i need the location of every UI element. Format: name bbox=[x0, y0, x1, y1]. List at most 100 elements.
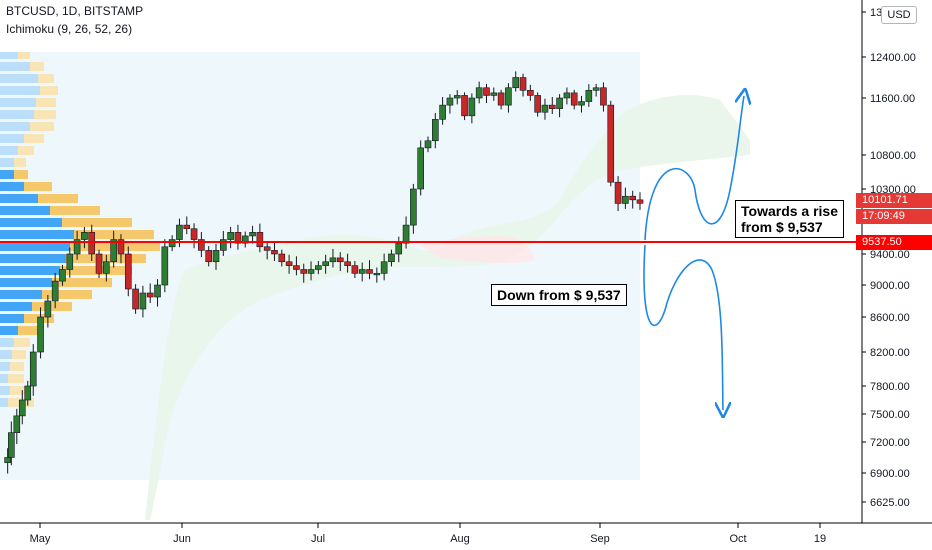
candle-body bbox=[622, 195, 629, 204]
volume-profile-up-bar bbox=[0, 242, 70, 251]
volume-profile-up-bar bbox=[0, 182, 24, 191]
candle-body bbox=[212, 250, 220, 263]
candle-body bbox=[73, 239, 81, 255]
volume-profile-up-bar bbox=[0, 122, 30, 131]
down-annotation: Down from $ 9,537 bbox=[491, 284, 627, 306]
volume-profile-down-bar bbox=[34, 110, 56, 119]
candle-body bbox=[483, 87, 490, 96]
volume-profile-up-bar bbox=[0, 254, 66, 263]
price-tick-label: 10800.00 bbox=[870, 150, 916, 162]
volume-profile-down-bar bbox=[32, 302, 72, 311]
volume-profile-up-bar bbox=[0, 374, 8, 383]
symbol-header: BTCUSD, 1D, BITSTAMP bbox=[6, 4, 144, 18]
candle-body bbox=[563, 92, 571, 99]
candle-body bbox=[139, 292, 147, 310]
volume-profile-up-bar bbox=[0, 98, 36, 107]
candle-body bbox=[505, 87, 512, 106]
current-price-tag: 10101.71 bbox=[856, 193, 932, 208]
candle-body bbox=[227, 232, 234, 240]
volume-profile-up-bar bbox=[0, 302, 32, 311]
time-tick-label: May bbox=[30, 533, 51, 545]
price-tick-label: 9000.00 bbox=[870, 280, 910, 292]
candle-body bbox=[548, 104, 556, 109]
time-tick-label: Sep bbox=[590, 533, 610, 545]
volume-profile-up-bar bbox=[0, 230, 74, 239]
price-tick-label: 8600.00 bbox=[870, 312, 910, 324]
candle-body bbox=[344, 261, 351, 266]
time-axis[interactable]: May Jun Jul Aug Sep Oct 19 bbox=[30, 523, 827, 545]
price-tick-label: 12400.00 bbox=[870, 52, 916, 64]
candle-body bbox=[607, 104, 615, 183]
rise-annotation: Towards a rise from $ 9,537 bbox=[735, 200, 845, 238]
candles bbox=[4, 71, 644, 474]
level-price-tag: 9537.50 bbox=[856, 235, 932, 250]
candle-body bbox=[446, 97, 454, 106]
down-scenario-arrow bbox=[643, 244, 723, 410]
candle-body bbox=[432, 119, 439, 142]
candle-body bbox=[88, 232, 96, 255]
candle-body bbox=[329, 257, 337, 263]
volume-profile-down-bar bbox=[24, 134, 44, 143]
time-tick-label: Aug bbox=[450, 533, 470, 545]
candle-body bbox=[468, 97, 476, 117]
candle-body bbox=[395, 242, 403, 255]
candle-body bbox=[13, 415, 21, 433]
currency-button[interactable]: USD bbox=[881, 6, 917, 24]
volume-profile-up-bar bbox=[0, 278, 52, 287]
candle-body bbox=[249, 232, 256, 237]
price-tick-label: 7500.00 bbox=[870, 409, 910, 421]
volume-profile-up-bar bbox=[0, 398, 8, 407]
price-tick-label: 9400.00 bbox=[870, 249, 910, 261]
volume-profile-up-bar bbox=[0, 350, 12, 359]
volume-profile-down-bar bbox=[50, 206, 100, 215]
candle-body bbox=[110, 239, 117, 263]
candle-body bbox=[358, 269, 366, 274]
candle-body bbox=[234, 232, 242, 244]
candle-body bbox=[322, 261, 329, 266]
volume-profile-down-bar bbox=[14, 338, 30, 347]
volume-profile-up-bar bbox=[0, 206, 50, 215]
candle-body bbox=[271, 250, 278, 255]
candle-body bbox=[410, 188, 417, 226]
candle-body bbox=[183, 224, 191, 230]
price-tick-label: 7200.00 bbox=[870, 437, 910, 449]
candle-body bbox=[629, 195, 636, 201]
volume-profile-down-bar bbox=[30, 122, 54, 131]
candle-body bbox=[8, 432, 15, 458]
rise-scenario-arrow bbox=[644, 96, 744, 241]
volume-profile-down-bar bbox=[36, 98, 56, 107]
candle-body bbox=[198, 239, 205, 251]
volume-profile-up-bar bbox=[0, 290, 42, 299]
candle-body bbox=[315, 265, 322, 270]
candle-body bbox=[519, 77, 527, 91]
candle-body bbox=[29, 351, 37, 387]
volume-profile-up-bar bbox=[0, 52, 18, 59]
volume-profile-up-bar bbox=[0, 326, 18, 335]
candle-body bbox=[168, 239, 176, 248]
volume-profile-up-bar bbox=[0, 266, 60, 275]
candle-body bbox=[497, 92, 505, 106]
volume-profile-down-bar bbox=[38, 194, 78, 203]
candle-body bbox=[614, 181, 622, 204]
time-tick-label: Oct bbox=[729, 533, 746, 545]
volume-profile-down-bar bbox=[30, 62, 44, 71]
candle-body bbox=[600, 87, 607, 106]
candle-body bbox=[417, 147, 424, 190]
volume-profile-up-bar bbox=[0, 74, 38, 83]
cloud-area bbox=[145, 95, 750, 520]
candle-body bbox=[402, 224, 410, 244]
price-axis[interactable]: 13...12400.0011600.0010800.0010300.00940… bbox=[862, 7, 916, 509]
candle-body bbox=[124, 253, 132, 290]
volume-profile-down-bar bbox=[8, 374, 24, 383]
candle-body bbox=[490, 92, 498, 96]
candle-body bbox=[241, 235, 249, 244]
indicator-header: Ichimoku (9, 26, 52, 26) bbox=[6, 22, 133, 36]
volume-profile-down-bar bbox=[10, 386, 30, 395]
candle-body bbox=[190, 228, 198, 240]
candle-body bbox=[81, 232, 88, 240]
candle-body bbox=[161, 246, 169, 286]
candle-body bbox=[59, 269, 66, 282]
candle-body bbox=[51, 280, 59, 302]
candle-body bbox=[66, 253, 74, 270]
